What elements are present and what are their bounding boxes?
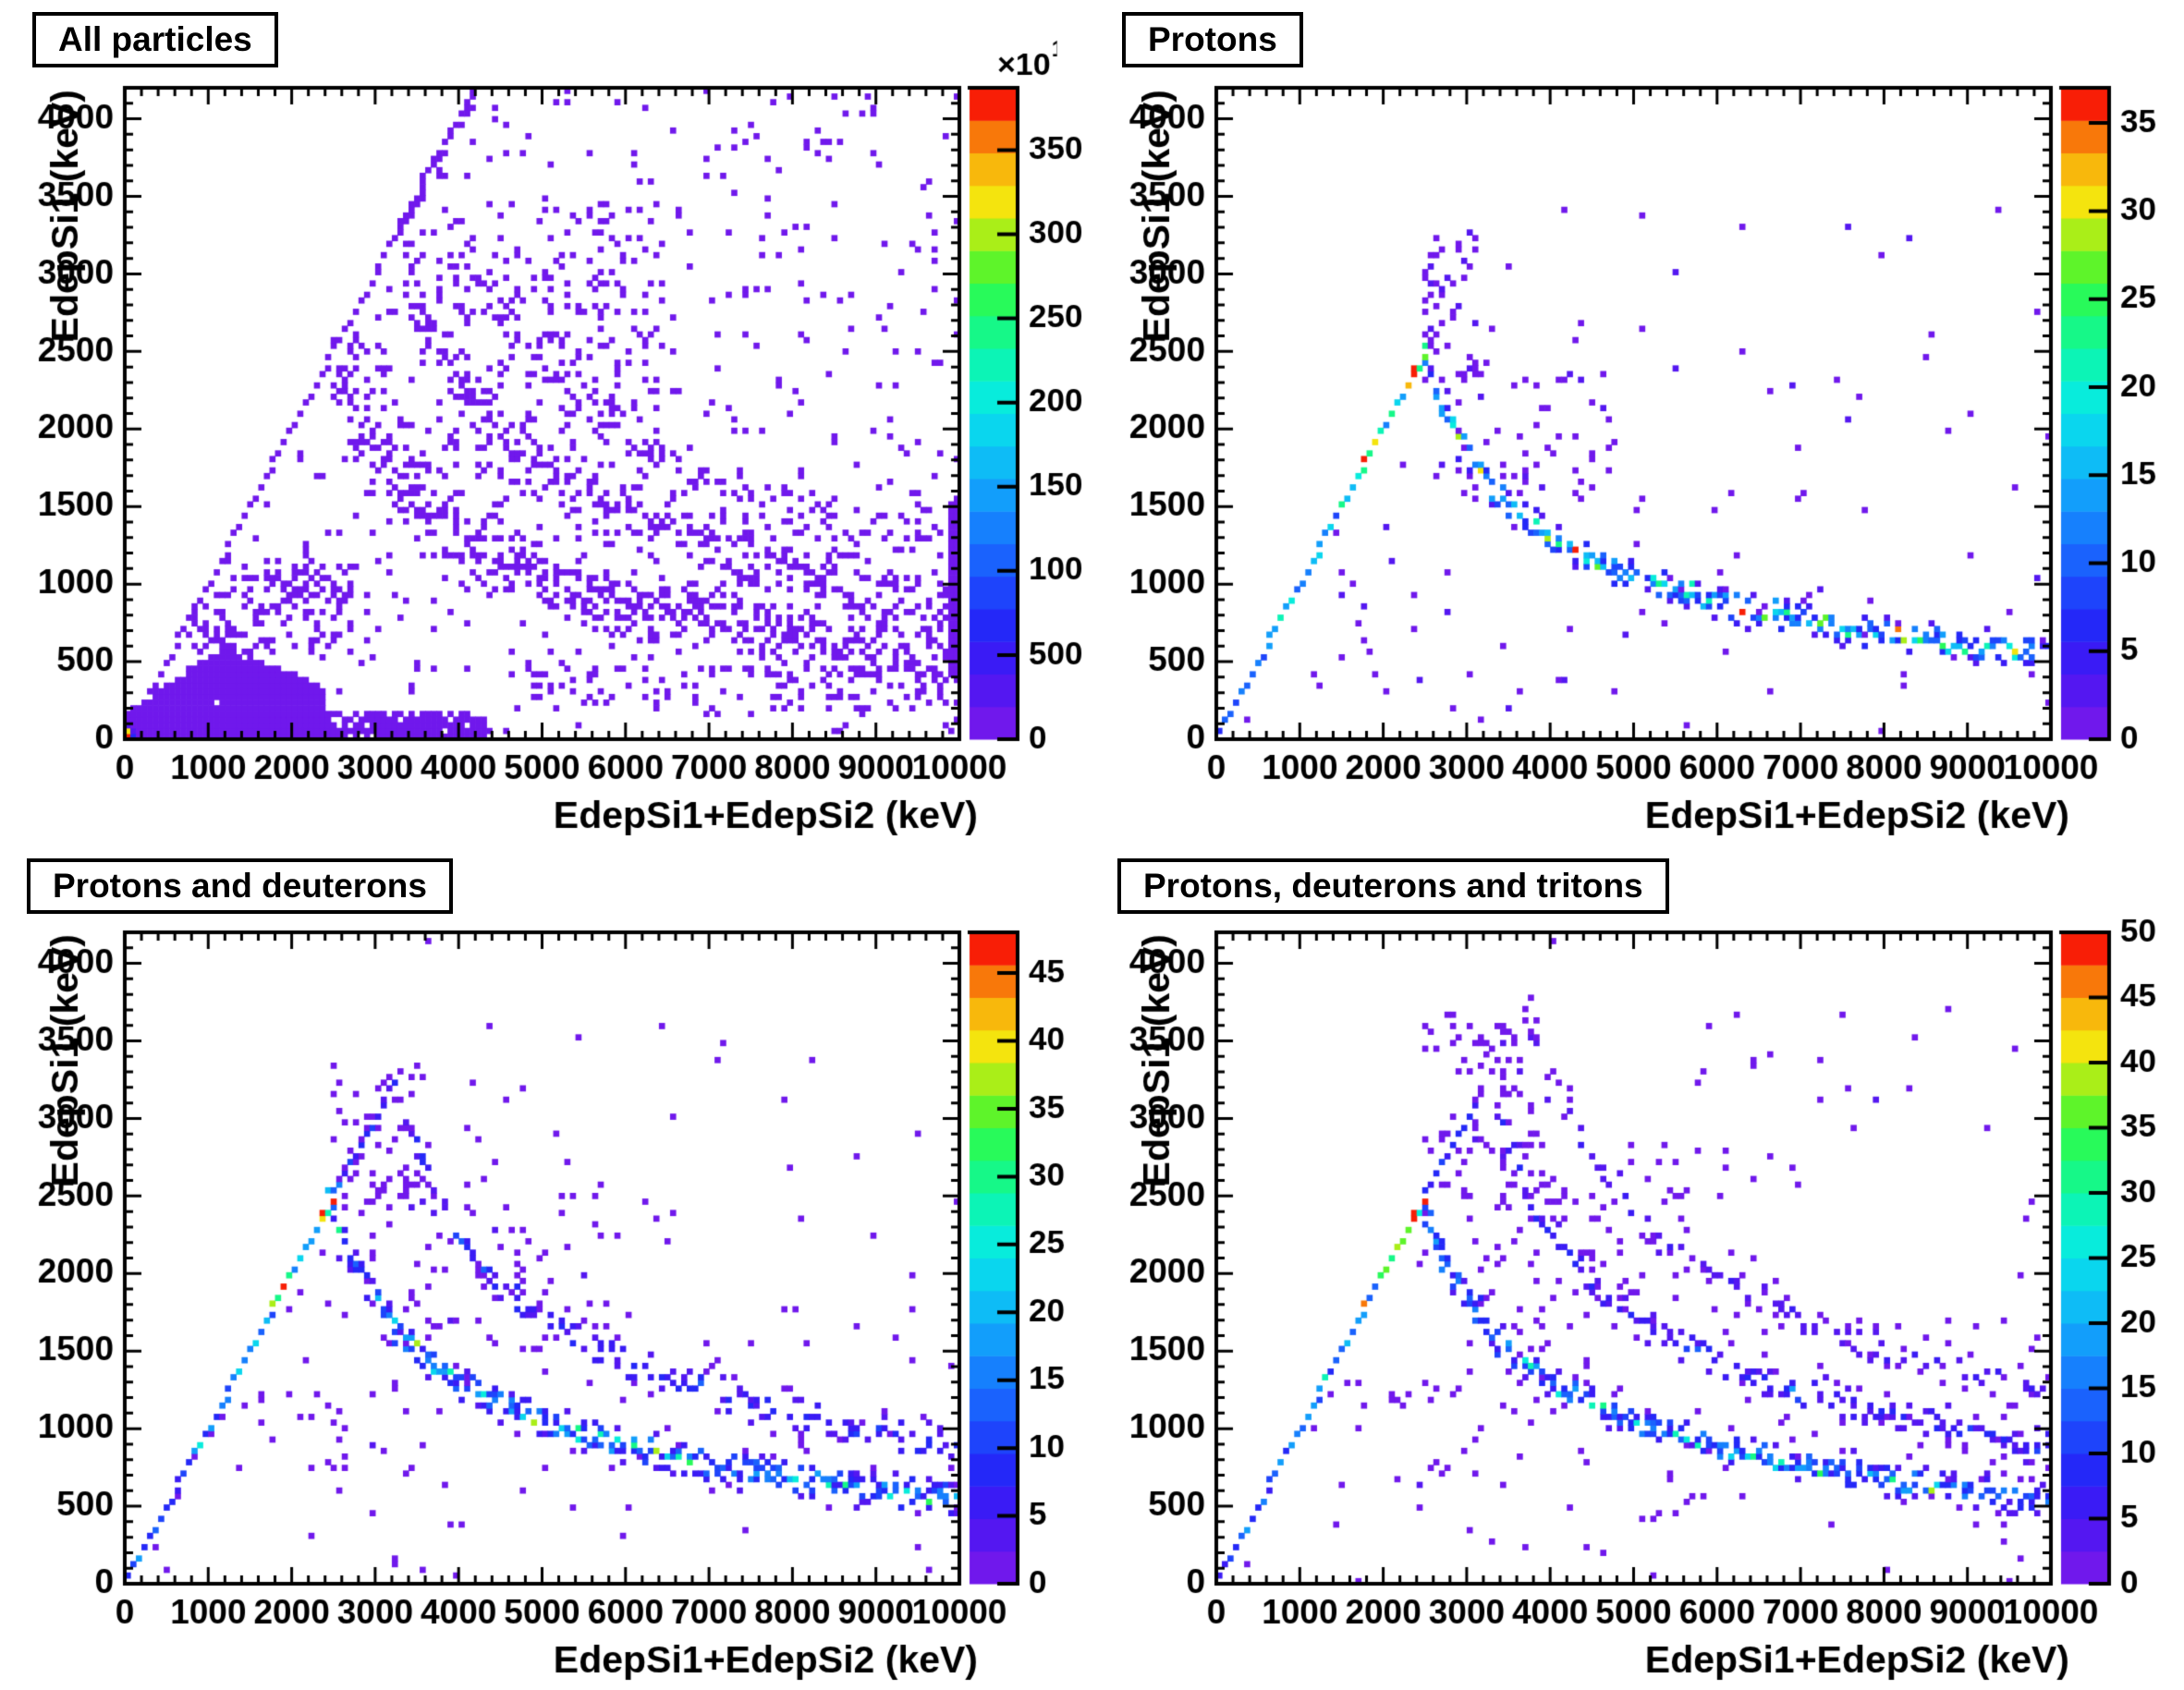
panel-title: Protons (1148, 20, 1277, 58)
pad-protons: Protons (1092, 0, 2184, 845)
panel-title-box: Protons (1122, 12, 1303, 67)
panel-title: Protons and deuterons (53, 867, 427, 905)
panel-title-box: Protons, deuterons and tritons (1117, 858, 1669, 914)
panel-title-box: All particles (32, 12, 278, 67)
heatmap-protons-deuterons-tritons (1092, 845, 2184, 1690)
panel-title-box: Protons and deuterons (27, 858, 453, 914)
heatmap-all-particles (0, 0, 1092, 845)
panel-title: All particles (58, 20, 252, 58)
heatmap-protons (1092, 0, 2184, 845)
pad-protons-deuterons: Protons and deuterons (0, 845, 1092, 1690)
heatmap-protons-deuterons (0, 845, 1092, 1690)
pad-all-particles: All particles (0, 0, 1092, 845)
pad-protons-deuterons-tritons: Protons, deuterons and tritons (1092, 845, 2184, 1690)
panel-title: Protons, deuterons and tritons (1143, 867, 1643, 905)
